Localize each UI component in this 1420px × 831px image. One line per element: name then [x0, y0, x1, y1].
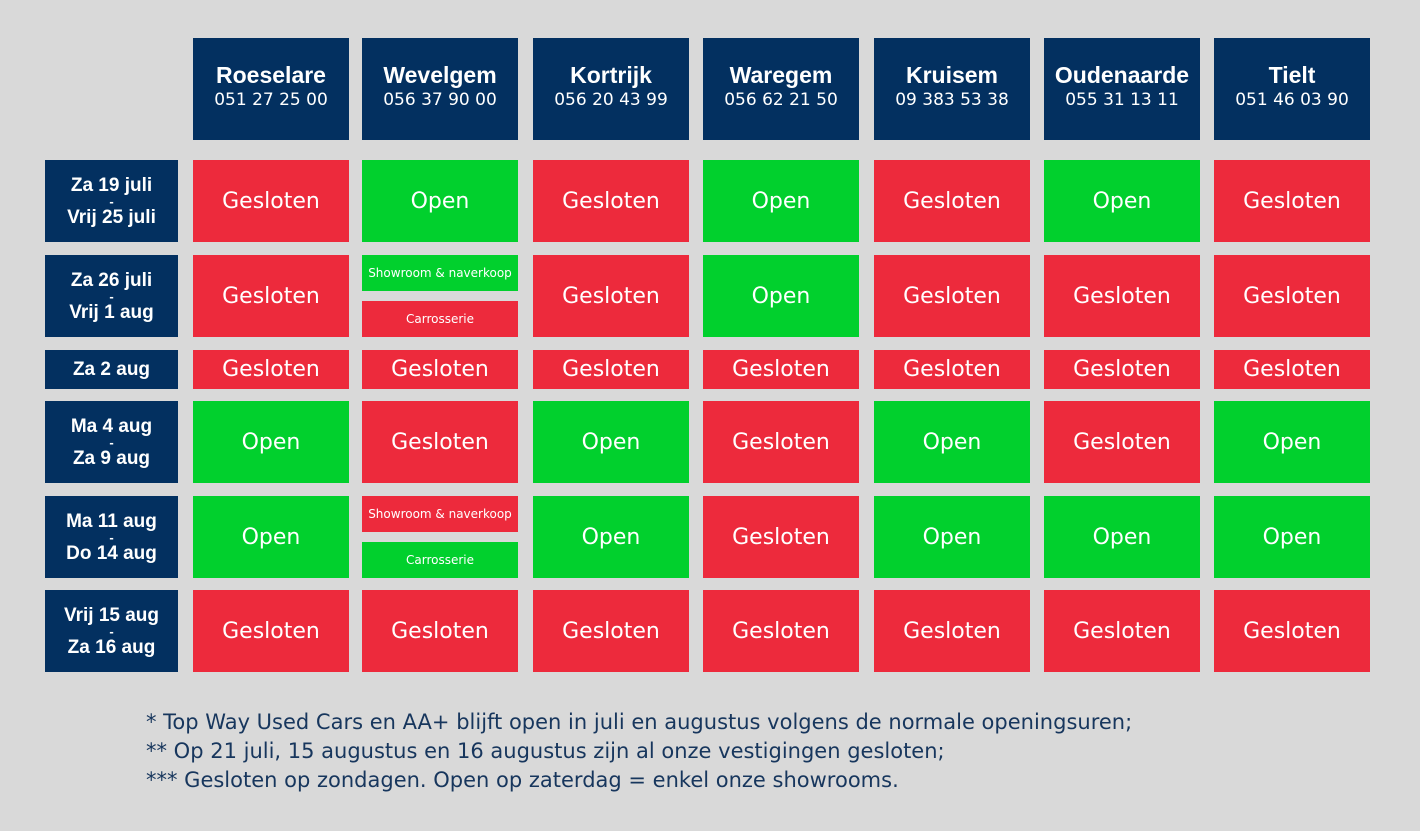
- location-phone: 056 20 43 99: [554, 90, 668, 110]
- status-cell: Gesloten: [533, 350, 689, 389]
- period-label: Ma 4 aug - Za 9 aug: [45, 401, 178, 483]
- footnote: * Top Way Used Cars en AA+ blijft open i…: [146, 710, 1133, 734]
- location-name: Wevelgem: [383, 62, 497, 88]
- status-cell: Gesloten: [362, 350, 518, 389]
- status-cell: Gesloten: [703, 401, 859, 483]
- location-phone: 055 31 13 11: [1065, 90, 1179, 110]
- period-start: Za 19 juli: [70, 174, 153, 196]
- status-cell: Gesloten: [362, 401, 518, 483]
- location-name: Oudenaarde: [1054, 62, 1190, 88]
- location-header-kruisem: Kruisem 09 383 53 38: [874, 38, 1030, 140]
- status-cell: Open: [1044, 496, 1200, 578]
- status-cell: Gesloten: [874, 160, 1030, 242]
- status-cell: Gesloten: [1214, 255, 1370, 337]
- location-header-roeselare: Roeselare 051 27 25 00: [193, 38, 349, 140]
- footnote: *** Gesloten op zondagen. Open op zaterd…: [146, 768, 899, 792]
- footnote: ** Op 21 juli, 15 augustus en 16 augustu…: [146, 739, 945, 763]
- period-label: Za 19 juli - Vrij 25 juli: [45, 160, 178, 242]
- split-status-carrosserie: Carrosserie: [362, 301, 518, 337]
- status-cell: Open: [874, 496, 1030, 578]
- status-cell: Gesloten: [1044, 590, 1200, 672]
- status-cell: Open: [874, 401, 1030, 483]
- split-status-showroom: Showroom & naverkoop: [362, 496, 518, 532]
- status-cell: Open: [703, 160, 859, 242]
- split-status-carrosserie: Carrosserie: [362, 542, 518, 578]
- status-cell: Gesloten: [533, 160, 689, 242]
- period-label: Ma 11 aug - Do 14 aug: [45, 496, 178, 578]
- period-start: Ma 11 aug: [66, 510, 157, 532]
- location-phone: 056 37 90 00: [383, 90, 497, 110]
- status-cell: Gesloten: [703, 350, 859, 389]
- period-separator: -: [109, 529, 114, 545]
- status-cell: Open: [1044, 160, 1200, 242]
- period-start: Vrij 15 aug: [63, 604, 160, 626]
- period-label: Vrij 15 aug - Za 16 aug: [45, 590, 178, 672]
- status-cell: Open: [703, 255, 859, 337]
- location-name: Roeselare: [216, 62, 326, 88]
- location-phone: 051 27 25 00: [214, 90, 328, 110]
- status-cell: Open: [533, 496, 689, 578]
- period-end: Vrij 25 juli: [67, 206, 156, 228]
- location-header-oudenaarde: Oudenaarde 055 31 13 11: [1044, 38, 1200, 140]
- status-cell: Gesloten: [1214, 590, 1370, 672]
- period-start: Za 2 aug: [72, 359, 151, 380]
- footnotes: * Top Way Used Cars en AA+ blijft open i…: [146, 708, 1132, 795]
- status-cell: Gesloten: [874, 255, 1030, 337]
- status-cell: Open: [362, 160, 518, 242]
- location-name: Tielt: [1268, 62, 1316, 88]
- period-label: Za 2 aug: [45, 350, 178, 389]
- status-cell: Gesloten: [1044, 255, 1200, 337]
- status-cell: Open: [193, 496, 349, 578]
- status-cell: Gesloten: [703, 496, 859, 578]
- period-start: Za 26 juli: [70, 269, 153, 291]
- status-cell: Gesloten: [1044, 401, 1200, 483]
- status-cell: Gesloten: [193, 160, 349, 242]
- period-separator: -: [109, 434, 114, 450]
- status-cell: Gesloten: [874, 590, 1030, 672]
- period-separator: -: [109, 288, 114, 304]
- split-status-showroom: Showroom & naverkoop: [362, 255, 518, 291]
- location-header-tielt: Tielt 051 46 03 90: [1214, 38, 1370, 140]
- status-cell: Gesloten: [1214, 160, 1370, 242]
- location-phone: 056 62 21 50: [724, 90, 838, 110]
- period-label: Za 26 juli - Vrij 1 aug: [45, 255, 178, 337]
- status-cell: Gesloten: [193, 255, 349, 337]
- status-cell: Open: [193, 401, 349, 483]
- location-header-waregem: Waregem 056 62 21 50: [703, 38, 859, 140]
- location-header-kortrijk: Kortrijk 056 20 43 99: [533, 38, 689, 140]
- status-cell: Gesloten: [1214, 350, 1370, 389]
- location-header-wevelgem: Wevelgem 056 37 90 00: [362, 38, 518, 140]
- period-end: Za 16 aug: [67, 636, 156, 658]
- location-name: Waregem: [729, 62, 833, 88]
- status-cell: Gesloten: [362, 590, 518, 672]
- status-cell: Gesloten: [533, 255, 689, 337]
- status-cell: Gesloten: [703, 590, 859, 672]
- status-cell: Gesloten: [533, 590, 689, 672]
- location-name: Kortrijk: [570, 62, 652, 88]
- status-cell: Gesloten: [1044, 350, 1200, 389]
- period-separator: -: [109, 193, 114, 209]
- location-phone: 09 383 53 38: [895, 90, 1009, 110]
- location-name: Kruisem: [905, 62, 999, 88]
- period-end: Vrij 1 aug: [69, 301, 154, 323]
- location-phone: 051 46 03 90: [1235, 90, 1349, 110]
- period-separator: -: [109, 623, 114, 639]
- status-cell: Gesloten: [874, 350, 1030, 389]
- period-end: Za 9 aug: [72, 447, 151, 469]
- period-start: Ma 4 aug: [70, 415, 153, 437]
- period-end: Do 14 aug: [66, 542, 157, 564]
- status-cell: Open: [1214, 401, 1370, 483]
- status-cell: Open: [533, 401, 689, 483]
- status-cell: Gesloten: [193, 590, 349, 672]
- status-cell: Open: [1214, 496, 1370, 578]
- status-cell: Gesloten: [193, 350, 349, 389]
